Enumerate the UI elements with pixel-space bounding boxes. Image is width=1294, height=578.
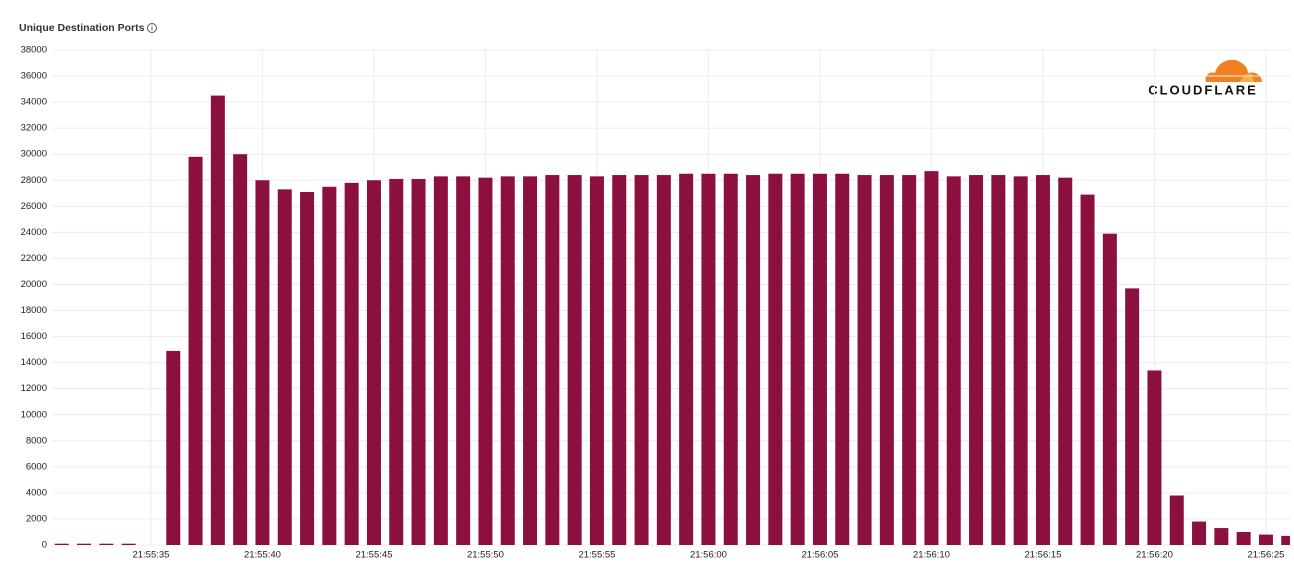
bar (1125, 288, 1140, 545)
x-tick-label: 21:55:40 (244, 550, 281, 561)
bar (991, 175, 1006, 546)
x-tick-label: 21:56:20 (1136, 550, 1173, 561)
y-tick-label: 0 (42, 540, 47, 551)
info-icon[interactable] (147, 23, 157, 33)
y-tick-label: 24000 (21, 227, 47, 238)
bar (344, 182, 359, 546)
y-tick-label: 34000 (21, 97, 47, 108)
bar (166, 350, 181, 545)
bar (768, 173, 783, 545)
x-tick-label: 21:55:35 (132, 550, 169, 561)
bar (545, 175, 560, 546)
bar (1281, 535, 1290, 545)
bar (233, 154, 248, 546)
bar (1169, 495, 1184, 545)
x-tick-label: 21:55:50 (467, 550, 504, 561)
bar (946, 176, 961, 545)
bar (723, 173, 738, 545)
y-tick-label: 2000 (26, 513, 47, 524)
y-tick-label: 16000 (21, 331, 47, 342)
y-tick-label: 28000 (21, 175, 47, 186)
bar (589, 176, 604, 545)
bar (924, 171, 939, 546)
bar (1258, 534, 1273, 545)
bar (411, 178, 426, 546)
bar (188, 156, 203, 545)
x-tick-label: 21:56:05 (801, 550, 838, 561)
bar (1102, 233, 1117, 545)
y-tick-label: 10000 (21, 409, 47, 420)
bar (1147, 370, 1162, 545)
bar (902, 175, 917, 546)
bar (634, 175, 649, 546)
bar (433, 176, 448, 545)
y-tick-label: 4000 (26, 487, 47, 498)
bar (679, 173, 694, 545)
bar (255, 180, 270, 545)
bar (322, 186, 337, 546)
x-tick-label: 21:56:15 (1024, 550, 1061, 561)
y-tick-label: 8000 (26, 435, 47, 446)
bar (500, 176, 515, 545)
bar (1013, 176, 1028, 545)
bar (1214, 528, 1229, 545)
y-tick-label: 30000 (21, 149, 47, 160)
bar (612, 175, 627, 546)
bar (1035, 175, 1050, 546)
bar (835, 173, 850, 545)
bar (1080, 194, 1095, 545)
x-tick-label: 21:56:10 (913, 550, 950, 561)
bar (1192, 521, 1207, 545)
bar (523, 176, 538, 545)
y-tick-label: 12000 (21, 383, 47, 394)
bar (99, 543, 114, 545)
bar (857, 175, 872, 546)
bar (366, 180, 381, 545)
x-tick-label: 21:55:55 (578, 550, 615, 561)
y-tick-label: 22000 (21, 253, 47, 264)
bar (656, 175, 671, 546)
bar (790, 173, 805, 545)
bar (1058, 177, 1073, 545)
y-tick-label: 38000 (21, 45, 47, 56)
bar (389, 178, 404, 546)
y-tick-label: 26000 (21, 201, 47, 212)
bar (879, 175, 894, 546)
bar (54, 543, 69, 545)
x-tick-label: 21:56:25 (1247, 550, 1284, 561)
y-tick-label: 36000 (21, 71, 47, 82)
y-tick-label: 32000 (21, 123, 47, 134)
y-tick-label: 6000 (26, 461, 47, 472)
y-tick-label: 20000 (21, 279, 47, 290)
chart-title: Unique Destination Ports (19, 22, 145, 34)
logo: CLOUDFLARE (1148, 59, 1262, 97)
logo-text: CLOUDFLARE (1148, 82, 1258, 97)
x-tick-label: 21:55:45 (355, 550, 392, 561)
x-tick-label: 21:56:00 (690, 550, 727, 561)
y-tick-label: 18000 (21, 305, 47, 316)
bar (1236, 531, 1251, 545)
y-tick-label: 14000 (21, 357, 47, 368)
bar (746, 175, 761, 546)
bar (210, 95, 225, 545)
bar (277, 189, 292, 545)
bar (812, 173, 827, 545)
bar (567, 175, 582, 546)
bar (121, 543, 136, 545)
bar (701, 173, 716, 545)
bar (300, 191, 315, 545)
bar (969, 175, 984, 546)
bar (456, 176, 471, 545)
bar (478, 177, 493, 545)
bar (77, 543, 92, 545)
